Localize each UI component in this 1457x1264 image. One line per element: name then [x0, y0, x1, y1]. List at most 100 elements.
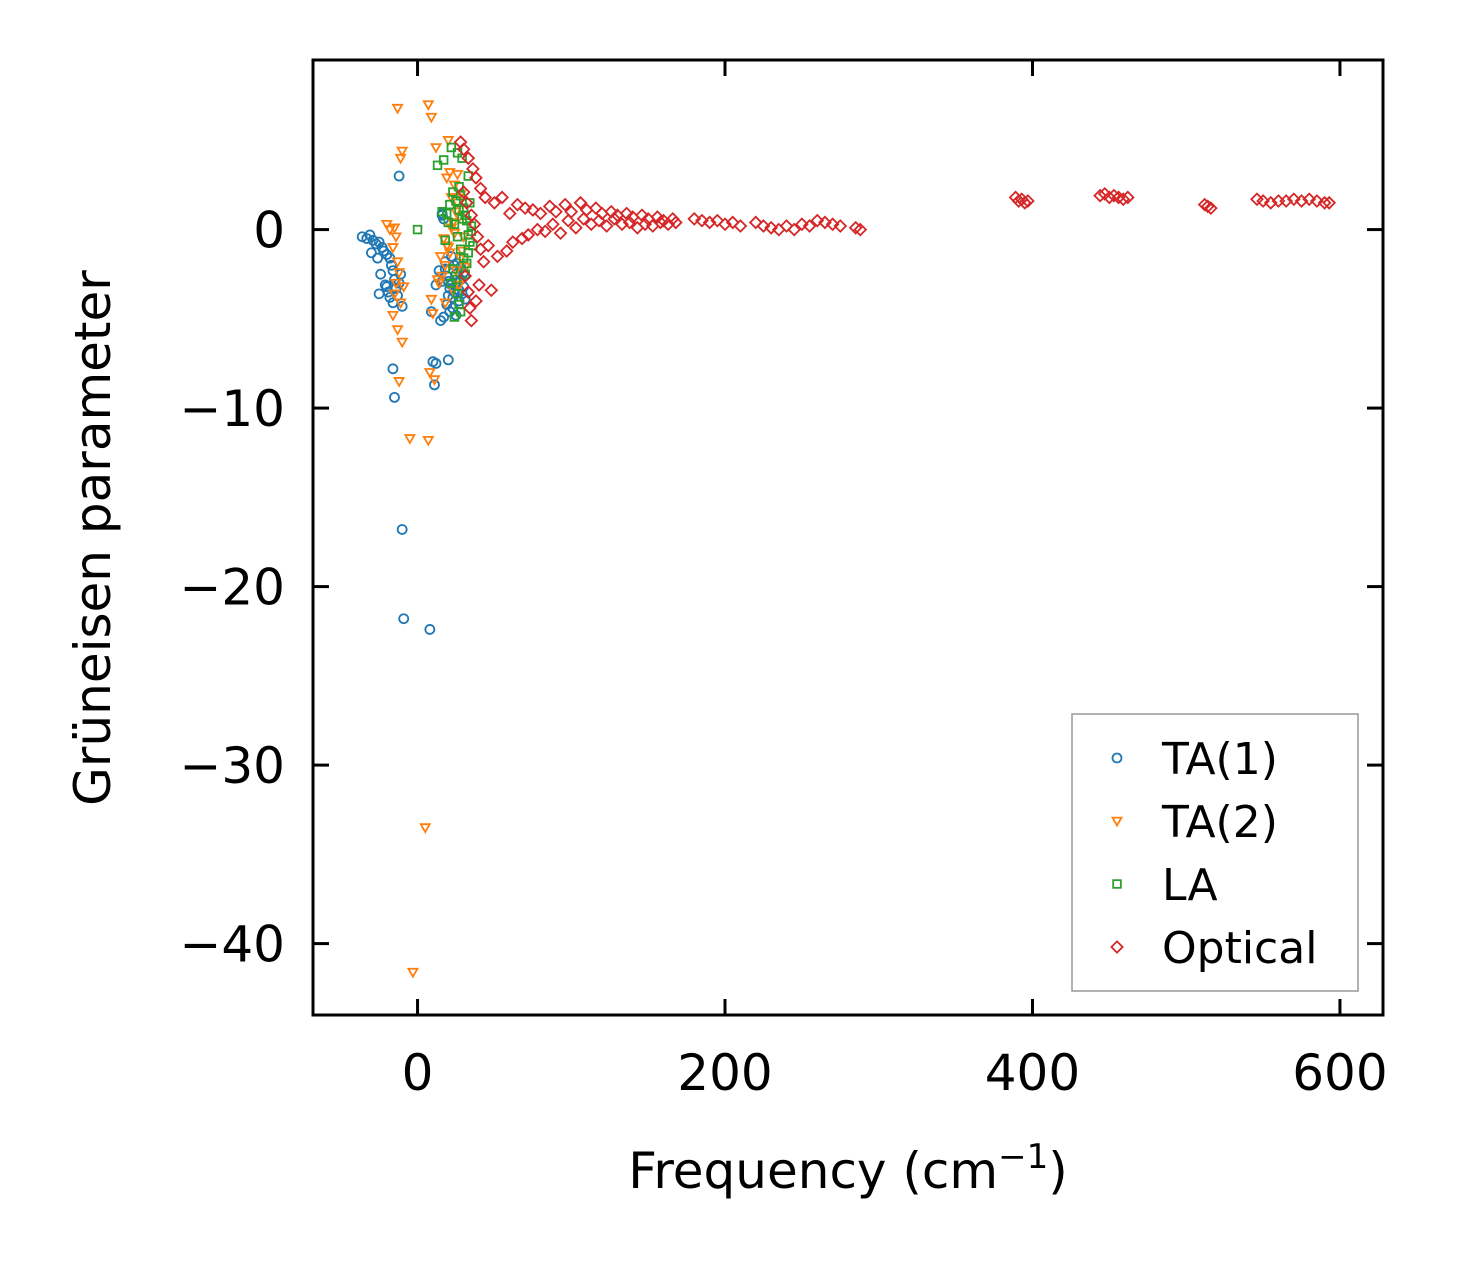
data-point — [445, 250, 457, 262]
data-point — [457, 214, 467, 224]
data-point — [487, 195, 502, 210]
data-point — [446, 278, 457, 288]
data-point — [558, 197, 573, 212]
tick-layer: 0 200 400 600 0 −10 −20 −30 −40 — [179, 60, 1388, 1102]
data-point — [396, 337, 409, 349]
data-point — [446, 142, 457, 153]
data-point — [472, 278, 486, 292]
data-point — [393, 377, 406, 388]
data-point — [443, 217, 454, 228]
data-point — [389, 232, 403, 244]
data-point — [419, 823, 432, 834]
data-point — [518, 201, 533, 216]
data-point — [373, 288, 385, 300]
data-point — [561, 213, 576, 228]
data-point — [427, 356, 439, 368]
data-point — [725, 215, 740, 230]
legend: TA(1) TA(2) LA Optical — [1071, 713, 1359, 992]
data-point — [389, 391, 400, 403]
data-point — [396, 524, 408, 535]
data-point — [373, 236, 385, 248]
data-point — [490, 249, 505, 264]
data-point — [1116, 192, 1131, 207]
data-point — [710, 213, 725, 228]
data-point — [454, 205, 464, 215]
data-point — [412, 224, 423, 235]
y-tick-label: −20 — [179, 559, 285, 617]
data-point — [525, 203, 540, 217]
data-point — [396, 300, 408, 312]
data-point — [425, 294, 438, 306]
y-tick-label: −30 — [179, 737, 285, 795]
legend-marker — [1112, 879, 1122, 889]
data-point — [439, 261, 452, 272]
data-point — [364, 229, 376, 241]
data-point — [1120, 190, 1135, 205]
data-point — [588, 201, 603, 216]
data-point — [438, 155, 449, 165]
data-point — [429, 379, 440, 391]
data-point — [456, 142, 471, 157]
data-point — [533, 206, 548, 221]
data-point — [388, 223, 401, 235]
data-point — [853, 222, 868, 237]
data-point — [1286, 192, 1301, 207]
data-point — [386, 310, 399, 322]
x-axis-label-close: ) — [1048, 1142, 1068, 1200]
data-point — [389, 278, 403, 290]
data-point — [1020, 194, 1035, 208]
data-point — [461, 151, 476, 166]
legend-marker — [1110, 816, 1124, 828]
data-point — [403, 434, 416, 445]
data-point — [564, 204, 579, 219]
data-point — [542, 199, 557, 214]
data-point — [473, 181, 488, 196]
data-point — [702, 215, 717, 230]
data-point — [495, 190, 509, 205]
data-point — [398, 613, 410, 625]
data-point — [833, 219, 848, 233]
data-point — [394, 298, 407, 310]
data-point — [748, 215, 763, 230]
data-point — [638, 217, 652, 232]
data-point — [431, 275, 444, 286]
data-point — [394, 153, 407, 165]
data-point — [661, 217, 676, 232]
data-point — [1322, 195, 1337, 210]
data-point — [499, 244, 514, 258]
data-point — [388, 289, 401, 301]
data-point — [1017, 195, 1032, 210]
data-point — [779, 219, 794, 233]
data-point — [432, 160, 443, 171]
legend-items: TA(1) TA(2) LA Optical — [1110, 734, 1317, 974]
data-point — [459, 195, 474, 210]
data-point — [406, 967, 419, 979]
data-point — [448, 180, 461, 192]
data-point — [438, 311, 450, 323]
data-point — [440, 235, 450, 246]
data-point — [1294, 194, 1309, 208]
data-point — [451, 169, 464, 181]
data-point — [442, 354, 454, 366]
data-point — [756, 219, 771, 233]
data-point — [423, 368, 436, 379]
data-point — [549, 204, 563, 219]
data-point — [443, 168, 456, 179]
data-point — [391, 325, 404, 336]
data-point — [1279, 194, 1294, 208]
data-point — [1317, 195, 1332, 210]
data-point — [718, 217, 732, 232]
data-point — [668, 215, 683, 230]
data-point — [787, 222, 802, 237]
data-point — [470, 229, 485, 244]
data-point — [599, 219, 614, 233]
data-point — [386, 243, 399, 254]
data-point — [424, 624, 436, 635]
data-point — [456, 185, 471, 199]
data-point — [510, 197, 525, 212]
data-point — [391, 103, 404, 115]
data-point — [380, 219, 393, 231]
legend-marker — [1111, 752, 1123, 764]
data-point — [397, 282, 410, 294]
